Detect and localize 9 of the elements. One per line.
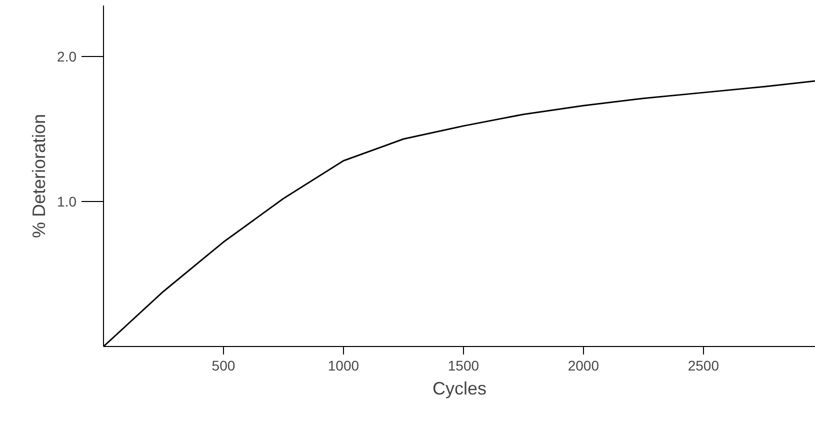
x-tick-label: 500 <box>212 358 236 374</box>
x-tick-label: 1500 <box>448 358 480 374</box>
x-tick-label: 2500 <box>688 358 720 374</box>
x-tick-label: 1000 <box>328 358 360 374</box>
y-tick-label: 2.0 <box>57 48 77 64</box>
y-tick-label: 1.0 <box>57 193 77 210</box>
y-axis-title: % Deterioration <box>29 114 50 238</box>
x-axis-title: Cycles <box>432 378 487 398</box>
x-tick-label: 2000 <box>568 358 600 374</box>
